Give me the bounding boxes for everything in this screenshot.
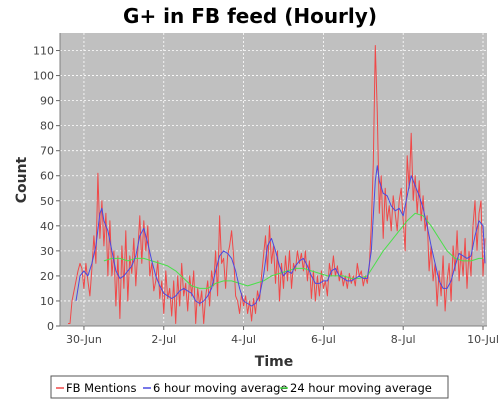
- y-tick-label: 100: [33, 70, 54, 83]
- y-tick-label: 40: [40, 220, 54, 233]
- y-tick-label: 60: [40, 170, 54, 183]
- y-tick-label: 20: [40, 270, 54, 283]
- legend: FB Mentions 6 hour moving average 24 hour …: [50, 375, 449, 399]
- legend-label-0: FB Mentions: [66, 381, 136, 395]
- axes: [59, 33, 487, 327]
- chart-title: G+ in FB feed (Hourly): [123, 4, 377, 28]
- x-tick-label: 2-Jul: [151, 333, 176, 346]
- y-axis-ticks: 0 10 20 30 40 50 60 70 80 90 100 110: [33, 45, 60, 333]
- x-tick-label: 8-Jul: [391, 333, 416, 346]
- y-tick-label: 50: [40, 195, 54, 208]
- x-tick-label: 10-Jul: [467, 333, 499, 346]
- y-tick-label: 0: [47, 320, 54, 333]
- y-tick-label: 110: [33, 45, 54, 58]
- x-tick-label: 6-Jul: [311, 333, 336, 346]
- y-tick-label: 70: [40, 145, 54, 158]
- x-axis-label: Time: [255, 354, 293, 370]
- y-tick-label: 90: [40, 95, 54, 108]
- series-line-1: [75, 165, 486, 307]
- legend-label-1: 6 hour moving average: [153, 381, 288, 395]
- y-tick-label: 30: [40, 245, 54, 258]
- x-tick-label: 30-Jun: [66, 333, 102, 346]
- x-tick-label: 4-Jul: [231, 333, 256, 346]
- legend-box: [50, 375, 449, 399]
- series-line-2: [103, 212, 483, 289]
- legend-label-2: 24 hour moving average: [290, 381, 432, 395]
- y-tick-label: 10: [40, 295, 54, 308]
- series-layer: [68, 45, 486, 324]
- y-tick-label: 80: [40, 120, 54, 133]
- x-axis-ticks: 30-Jun 2-Jul 4-Jul 6-Jul 8-Jul 10-Jul: [66, 326, 499, 346]
- y-axis-label: Count: [14, 156, 30, 203]
